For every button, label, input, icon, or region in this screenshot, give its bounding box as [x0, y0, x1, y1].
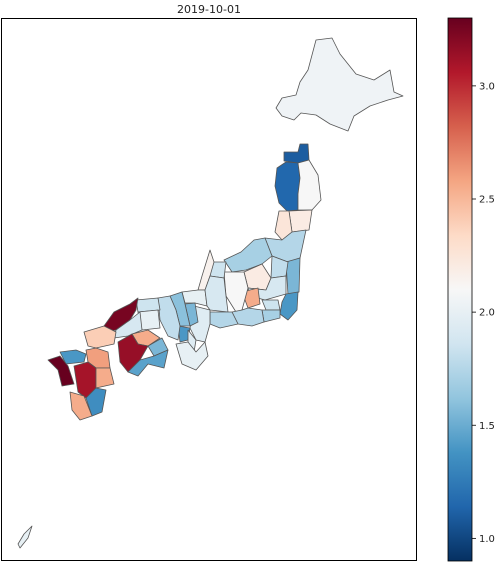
region-yamaguchi [83, 325, 117, 349]
region-ibaraki [285, 257, 301, 296]
region-aomori [283, 143, 310, 164]
region-miyagi [288, 209, 313, 233]
colorbar-tick-label: 1.0 [479, 534, 495, 545]
region-hyogo [157, 295, 181, 341]
colorbar-tick-label: 2.5 [479, 195, 495, 206]
colorbar-tick-label: 1.5 [479, 421, 495, 432]
region-shizuoka [231, 307, 265, 327]
colorbar-tick-label: 2.0 [479, 308, 495, 319]
region-layer [17, 37, 404, 549]
region-chiba [279, 291, 299, 321]
region-kagoshima [69, 391, 93, 421]
region-gifu [204, 275, 229, 313]
region-nagasaki [47, 355, 75, 387]
colorbar-tick-label: 3.0 [479, 81, 495, 92]
region-ehime [117, 333, 149, 373]
region-okinawa [17, 525, 33, 549]
region-hokkaido [275, 37, 404, 132]
region-kochi [127, 349, 169, 377]
colorbar [447, 17, 473, 562]
chart-title: 2019-10-01 [177, 3, 241, 16]
region-wakayama [175, 341, 209, 371]
region-tottori [135, 297, 161, 313]
colorbar-ticks: 1.0 1.5 2.0 2.5 3.0 [472, 81, 495, 545]
region-oita [95, 367, 115, 389]
